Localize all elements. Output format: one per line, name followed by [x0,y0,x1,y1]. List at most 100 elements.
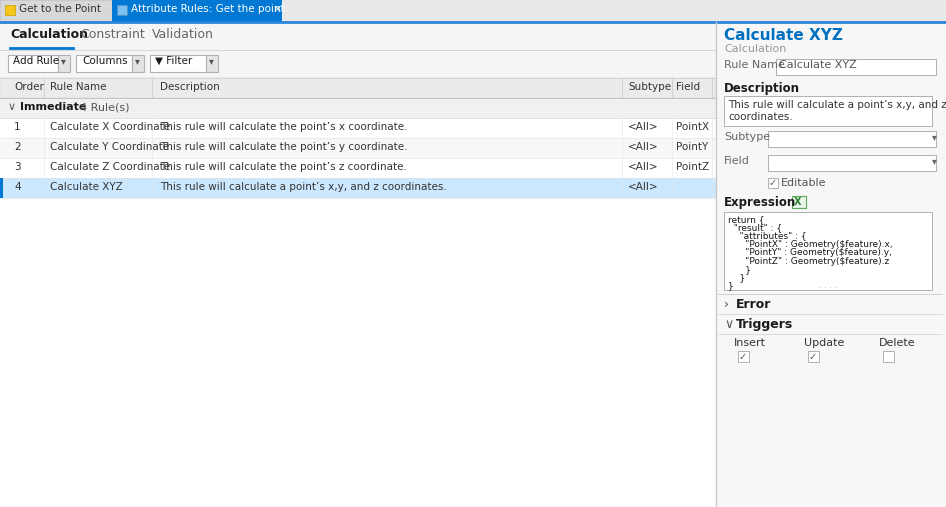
Text: Description: Description [724,82,800,95]
Text: ›: › [724,298,729,311]
Text: This rule will calculate the point’s z coordinate.: This rule will calculate the point’s z c… [160,162,407,172]
Text: return {: return { [728,215,764,224]
Text: Subtype: Subtype [724,132,770,142]
Text: ▾: ▾ [135,56,140,66]
Text: This rule will calculate a point’s x,y, and z: This rule will calculate a point’s x,y, … [728,100,946,110]
Text: Constraint: Constraint [80,28,145,41]
Text: This rule will calculate the point’s x coordinate.: This rule will calculate the point’s x c… [160,122,408,132]
Text: X: X [794,197,801,207]
Bar [0,178,716,198]
Text: ✓: ✓ [769,178,777,188]
Text: 3: 3 [14,162,21,172]
Text: · · · ·: · · · · [819,284,837,293]
Text: Get to the Point: Get to the Point [19,4,101,14]
Text: Rule Name: Rule Name [724,60,785,70]
Text: 2: 2 [14,142,21,152]
Bar [808,351,819,362]
Bar [0,98,716,118]
Text: Update: Update [804,338,845,348]
Text: Editable: Editable [781,178,827,188]
Text: "result" : {: "result" : { [728,223,782,232]
Bar [112,0,282,22]
Bar [0,138,716,158]
Text: ∨: ∨ [724,318,733,331]
Bar [0,22,716,50]
Text: This rule will calculate the point’s y coordinate.: This rule will calculate the point’s y c… [160,142,408,152]
Bar [768,131,936,147]
Text: Subtype: Subtype [628,82,671,92]
Text: Expression: Expression [724,196,797,209]
Bar [132,55,144,72]
Text: Calculate XYZ: Calculate XYZ [779,60,857,70]
Text: coordinates.: coordinates. [728,112,793,122]
Text: Error: Error [736,298,771,311]
Text: 1: 1 [14,122,21,132]
Text: "PointZ" : Geometry($feature).z: "PointZ" : Geometry($feature).z [728,257,889,266]
Bar [724,212,932,290]
Bar [776,59,936,75]
Text: "PointX" : Geometry($feature).x,: "PointX" : Geometry($feature).x, [728,240,893,249]
Text: Validation: Validation [152,28,214,41]
Bar [76,55,132,72]
Text: This rule will calculate a point’s x,y, and z coordinates.: This rule will calculate a point’s x,y, … [160,182,447,192]
Text: PointZ: PointZ [676,162,710,172]
Bar [0,0,112,22]
Text: Calculate Z Coordinate: Calculate Z Coordinate [50,162,170,172]
Text: ×: × [272,4,281,14]
Bar [883,351,894,362]
Text: }: } [728,281,734,291]
Text: Description: Description [160,82,219,92]
Text: 4: 4 [14,182,21,192]
Text: Calculate Y Coordinate: Calculate Y Coordinate [50,142,169,152]
Text: Calculate XYZ: Calculate XYZ [50,182,123,192]
Text: Columns: Columns [82,56,128,66]
Text: "PointY" : Geometry($feature).y,: "PointY" : Geometry($feature).y, [728,248,892,257]
Text: Order: Order [14,82,44,92]
Bar [0,22,716,507]
Text: ▾: ▾ [209,56,214,66]
Bar [150,55,206,72]
Bar [724,96,932,126]
Text: Attribute Rules: Get the point: Attribute Rules: Get the point [131,4,285,14]
Bar [58,55,70,72]
Bar [738,351,749,362]
Text: "attributes" : {: "attributes" : { [728,232,807,241]
Bar [792,196,806,208]
Bar [0,178,3,198]
Text: ▾: ▾ [61,56,66,66]
Text: PointY: PointY [676,142,709,152]
Text: ▾: ▾ [932,132,937,142]
Bar [206,55,218,72]
Bar [0,50,716,78]
Text: Triggers: Triggers [736,318,794,331]
Text: Delete: Delete [879,338,916,348]
Text: <All>: <All> [628,182,658,192]
Text: ∨: ∨ [8,102,16,112]
Text: Calculation: Calculation [724,44,786,54]
Text: ✓: ✓ [739,352,747,362]
Bar [112,19,282,22]
Bar [0,158,716,178]
Text: 4 Rule(s): 4 Rule(s) [80,102,130,112]
Text: Calculation: Calculation [10,28,88,41]
Bar [0,118,716,138]
Text: <All>: <All> [628,142,658,152]
Bar [0,78,716,98]
Text: Field: Field [676,82,700,92]
Text: <All>: <All> [628,122,658,132]
Text: }: } [728,273,745,282]
Text: ✓: ✓ [809,352,817,362]
Bar [5,5,15,15]
Bar [768,155,936,171]
Text: Calculate X Coordinate: Calculate X Coordinate [50,122,170,132]
Text: Calculate XYZ: Calculate XYZ [724,28,843,43]
Text: ▾: ▾ [932,156,937,166]
Bar [117,5,127,15]
Text: Field: Field [724,156,750,166]
Bar [0,0,946,22]
Text: Add Rule: Add Rule [13,56,59,66]
Bar [8,55,58,72]
Text: Immediate: Immediate [20,102,86,112]
Text: PointX: PointX [676,122,710,132]
Text: <All>: <All> [628,162,658,172]
